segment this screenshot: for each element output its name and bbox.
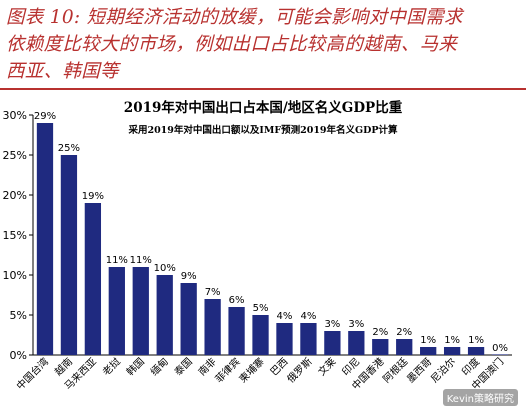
bar bbox=[372, 339, 389, 355]
bar bbox=[276, 323, 293, 355]
data-label: 4% bbox=[300, 311, 316, 322]
category-label: 柬埔寨 bbox=[236, 355, 266, 385]
category-label: 泰国 bbox=[171, 355, 194, 378]
watermark: Kevin策略研究 bbox=[442, 389, 518, 406]
data-label: 9% bbox=[181, 271, 197, 282]
caption-line-2: 依赖度比较大的市场，例如出口占比较高的越南、马来 bbox=[6, 34, 458, 55]
bar bbox=[132, 267, 149, 355]
data-label: 1% bbox=[420, 335, 436, 346]
bar bbox=[348, 331, 365, 355]
category-label: 文莱 bbox=[315, 355, 338, 378]
category-label: 尼泊尔 bbox=[428, 355, 458, 385]
data-label: 4% bbox=[277, 311, 293, 322]
bar bbox=[443, 347, 461, 355]
bar bbox=[252, 315, 269, 355]
bar bbox=[467, 347, 485, 355]
chart-title: 2019年对中国出口占本国/地区名义GDP比重 bbox=[123, 100, 403, 116]
data-label: 29% bbox=[34, 111, 56, 122]
bar bbox=[108, 267, 125, 355]
data-label: 10% bbox=[154, 263, 176, 274]
category-label: 俄罗斯 bbox=[284, 355, 314, 385]
bar bbox=[324, 331, 341, 355]
data-label: 3% bbox=[324, 319, 340, 330]
category-label: 阿根廷 bbox=[380, 355, 410, 385]
bar bbox=[491, 354, 509, 355]
data-label: 19% bbox=[82, 191, 104, 202]
bar bbox=[300, 323, 317, 355]
bar bbox=[420, 347, 437, 355]
y-tick-label: 15% bbox=[3, 229, 27, 242]
bar bbox=[36, 123, 54, 355]
bar bbox=[228, 307, 245, 355]
y-tick-label: 0% bbox=[10, 349, 27, 362]
data-label: 3% bbox=[348, 319, 364, 330]
bar bbox=[396, 339, 413, 355]
figure-caption: 图表 10: 短期经济活动的放缓，可能会影响对中国需求 依赖度比较大的市场，例如… bbox=[6, 4, 518, 85]
data-label: 2% bbox=[396, 327, 412, 338]
data-label: 6% bbox=[229, 295, 245, 306]
bar bbox=[204, 299, 221, 355]
bar bbox=[180, 283, 197, 355]
y-tick-label: 20% bbox=[3, 189, 27, 202]
y-tick-label: 10% bbox=[3, 269, 27, 282]
data-label: 25% bbox=[58, 143, 80, 154]
caption-divider bbox=[0, 88, 526, 90]
bar bbox=[60, 155, 78, 355]
y-tick-label: 5% bbox=[10, 309, 27, 322]
y-tick-label: 30% bbox=[3, 109, 27, 122]
bar bbox=[84, 203, 102, 355]
caption-line-3: 西亚、韩国等 bbox=[6, 61, 119, 82]
data-label: 11% bbox=[106, 255, 128, 266]
category-label: 韩国 bbox=[124, 355, 147, 378]
category-label: 墨西哥 bbox=[405, 356, 435, 386]
category-label: 缅甸 bbox=[148, 355, 171, 378]
data-label: 5% bbox=[253, 303, 269, 314]
data-label: 1% bbox=[468, 335, 484, 346]
y-tick-label: 25% bbox=[3, 149, 27, 162]
data-label: 2% bbox=[372, 327, 388, 338]
data-label: 1% bbox=[444, 335, 460, 346]
category-label: 老挝 bbox=[100, 355, 123, 378]
chart-subtitle: 采用2019年对中国出口额以及IMF预测2019年名义GDP计算 bbox=[128, 125, 398, 136]
bar bbox=[156, 275, 173, 355]
category-label: 菲律宾 bbox=[212, 355, 242, 385]
data-label: 0% bbox=[492, 343, 508, 354]
data-label: 7% bbox=[205, 287, 221, 298]
caption-line-1: 图表 10: 短期经济活动的放缓，可能会影响对中国需求 bbox=[6, 7, 463, 28]
data-label: 11% bbox=[130, 255, 152, 266]
